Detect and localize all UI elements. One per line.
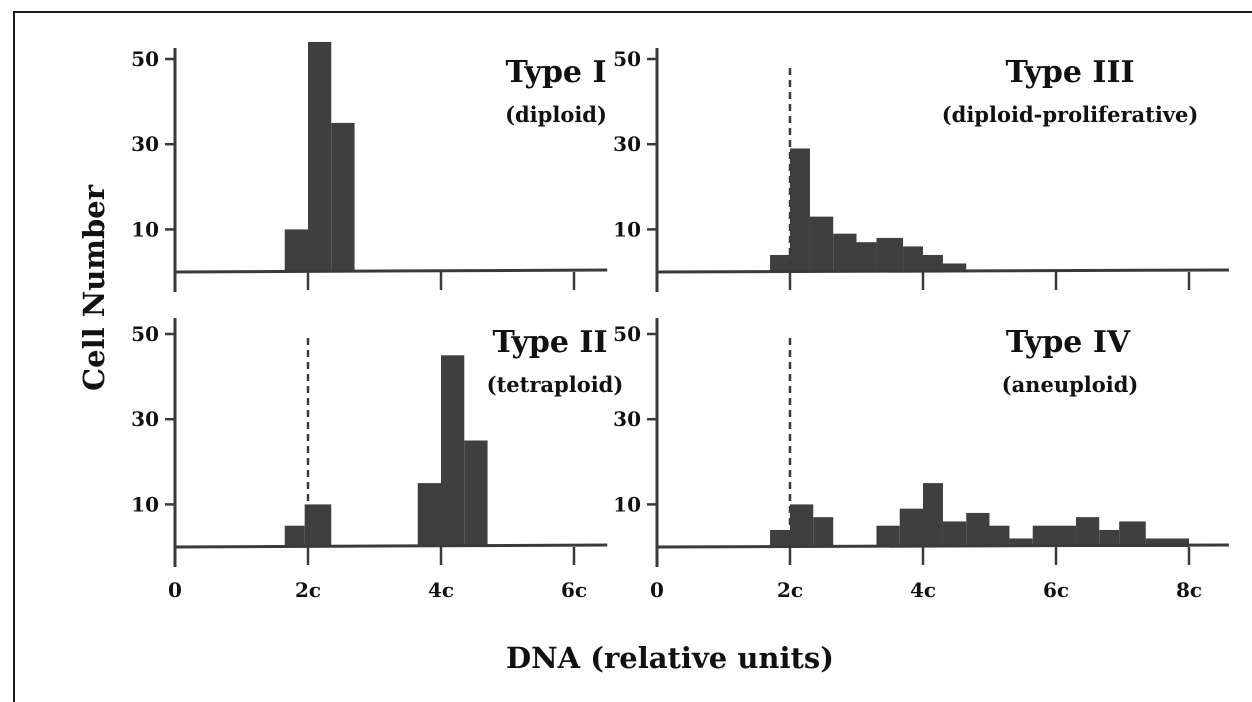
bar-6 [876, 237, 904, 272]
y-tick-label-50: 50 [131, 322, 159, 346]
bar-1 [284, 229, 308, 272]
panel-title: Type IV [1006, 325, 1131, 360]
x-tick-label-4: 4c [910, 578, 936, 602]
x-tick-label-0: 0 [650, 578, 664, 602]
y-tick-label-30: 30 [613, 407, 641, 431]
bar-1 [770, 529, 790, 547]
panel-subtitle: (aneuploid) [1002, 372, 1139, 397]
bar-8 [966, 512, 990, 547]
panel-4: 10 30 50 0 2c 4c 6c 8c Type IV (aneuploid) [613, 318, 1229, 602]
bar-13 [1075, 517, 1100, 547]
bar-5 [856, 242, 877, 272]
y-tick-label-10: 10 [131, 492, 159, 516]
panel-3: 10 30 50 0 2c 4c 6c Type II (tetraploid) [131, 318, 623, 602]
x-tick-label-6: 6c [1043, 578, 1069, 602]
panel-subtitle: (tetraploid) [487, 372, 624, 397]
y-tick-label-10: 10 [613, 492, 641, 516]
bar-2 [790, 504, 814, 547]
x-axis-line [656, 543, 1229, 549]
bar-5 [464, 440, 488, 547]
bar-15 [1119, 521, 1146, 547]
bar-1 [770, 254, 790, 272]
bar-7 [903, 246, 923, 272]
bar-14 [1099, 529, 1120, 547]
bar-3 [417, 483, 441, 547]
y-tick-label-50: 50 [613, 322, 641, 346]
x-axis-line [174, 543, 608, 549]
panel-title: Type II [492, 325, 607, 360]
panels: 10 30 50 Type I (diploid) 10 30 50 Type III (dipl… [131, 41, 1229, 602]
bar-6 [923, 483, 943, 547]
x-tick-label-0: 0 [168, 578, 182, 602]
y-axis-label: Cell Number [77, 184, 111, 391]
bar-10 [1009, 538, 1033, 547]
bar-16 [1145, 538, 1189, 547]
panel-2: 10 30 50 Type III (diploid-proliferative) [613, 47, 1229, 292]
bar-11 [1032, 525, 1056, 547]
bar-12 [1056, 525, 1076, 547]
panel-title: Type I [505, 55, 606, 90]
x-tick-label-4: 4c [428, 578, 454, 602]
bar-4 [876, 525, 900, 547]
bar-9 [942, 263, 967, 272]
panel-subtitle: (diploid) [505, 102, 607, 127]
x-tick-label-2: 2c [295, 578, 321, 602]
bar-5 [899, 508, 923, 547]
y-tick-label-50: 50 [131, 47, 159, 71]
y-tick-label-10: 10 [131, 217, 159, 241]
bar-9 [989, 525, 1010, 547]
panel-1: 10 30 50 Type I (diploid) [131, 41, 608, 292]
bar-4 [441, 355, 465, 547]
figure-frame [13, 11, 1252, 702]
bar-3 [809, 216, 834, 272]
bar-8 [923, 254, 943, 272]
bar-3 [331, 122, 355, 273]
y-tick-label-50: 50 [613, 47, 641, 71]
x-tick-label-2: 2c [777, 578, 803, 602]
bar-1 [284, 525, 305, 547]
x-axis-label: DNA (relative units) [506, 641, 834, 675]
x-tick-label-8: 8c [1176, 578, 1202, 602]
x-axis-line [656, 268, 1229, 274]
y-tick-label-30: 30 [131, 132, 159, 156]
bar-2 [308, 41, 332, 273]
y-tick-label-10: 10 [613, 217, 641, 241]
bar-4 [833, 233, 857, 272]
bar-2 [790, 148, 810, 272]
x-axis-line [174, 268, 608, 274]
panel-subtitle: (diploid-proliferative) [942, 102, 1199, 127]
y-tick-label-30: 30 [131, 407, 159, 431]
panel-title: Type III [1005, 55, 1134, 90]
y-tick-label-30: 30 [613, 132, 641, 156]
bar-3 [813, 517, 834, 547]
bar-7 [942, 521, 967, 547]
x-tick-label-6: 6c [561, 578, 587, 602]
